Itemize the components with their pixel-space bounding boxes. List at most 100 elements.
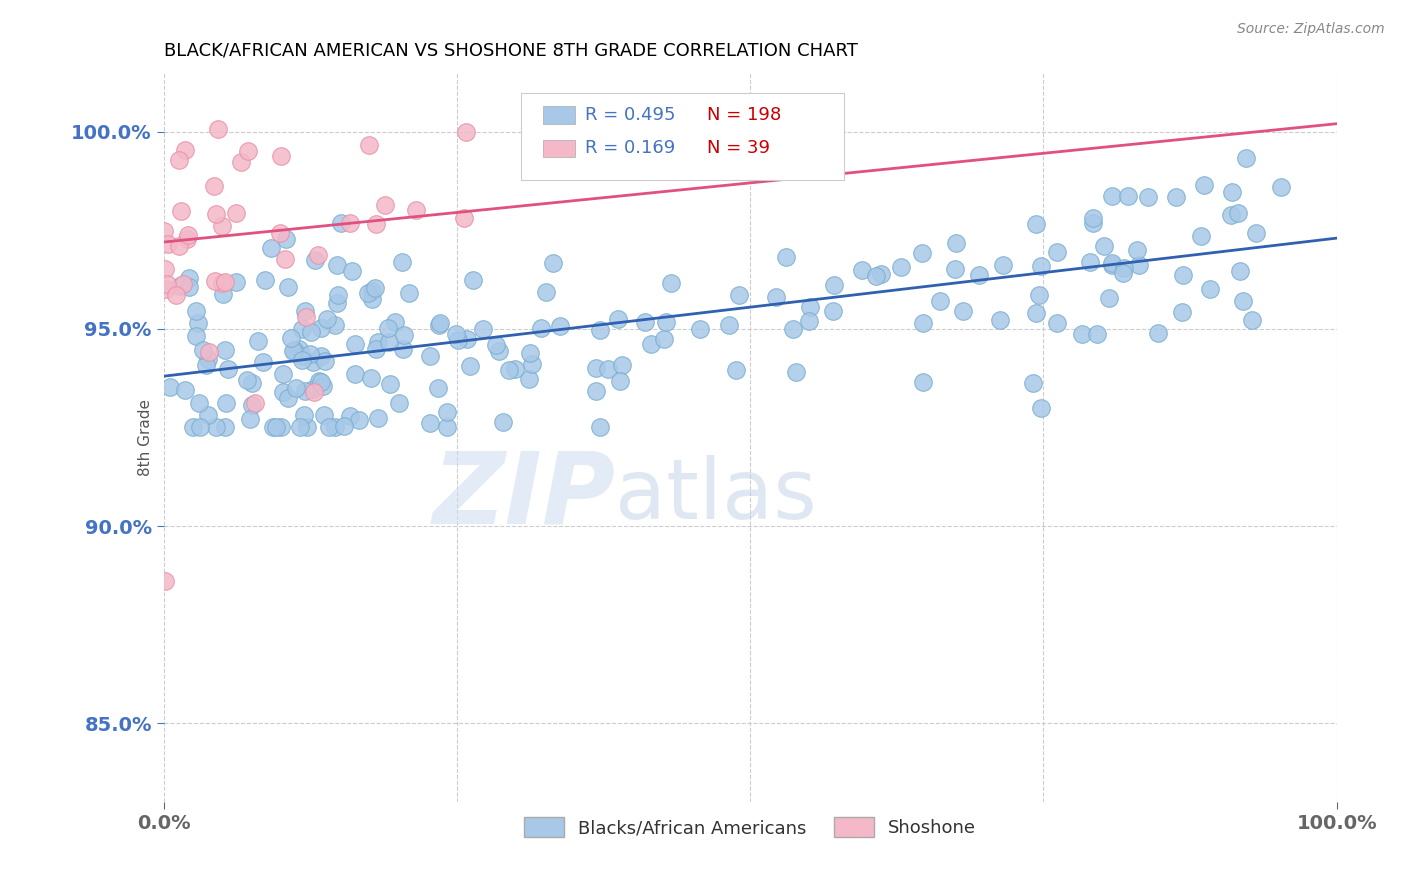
Point <box>520 357 543 371</box>
Point <box>274 252 297 266</box>
Point <box>928 293 950 308</box>
Text: N = 39: N = 39 <box>707 139 769 157</box>
Point <box>314 408 336 422</box>
Point <box>292 409 315 423</box>
Point <box>165 288 187 302</box>
Point <box>298 347 321 361</box>
Point <box>436 405 458 419</box>
Point <box>177 271 200 285</box>
Point <box>377 320 399 334</box>
Point <box>211 277 233 291</box>
Point <box>851 262 873 277</box>
Point <box>229 154 252 169</box>
Point <box>374 198 396 212</box>
Point <box>1092 238 1115 252</box>
Point <box>447 333 470 347</box>
Point <box>472 322 495 336</box>
Point <box>156 277 179 292</box>
Point <box>197 408 219 422</box>
Point <box>1028 288 1050 302</box>
Point <box>308 374 330 388</box>
Point <box>366 217 388 231</box>
Point <box>225 206 247 220</box>
Point <box>187 316 209 330</box>
Point <box>326 295 349 310</box>
Point <box>1137 189 1160 203</box>
Point <box>239 411 262 425</box>
Point <box>765 290 787 304</box>
Point <box>342 264 364 278</box>
Point <box>309 375 332 389</box>
Point <box>634 315 657 329</box>
Point <box>1025 217 1047 231</box>
Point <box>585 361 607 376</box>
Point <box>654 315 676 329</box>
Point <box>153 261 176 276</box>
Point <box>1031 401 1053 415</box>
Point <box>952 303 974 318</box>
Point <box>174 143 197 157</box>
Point <box>328 288 350 302</box>
Point <box>718 318 741 332</box>
Point <box>207 121 229 136</box>
Point <box>318 420 340 434</box>
Point <box>260 242 283 256</box>
Point <box>280 331 302 345</box>
Point <box>194 358 217 372</box>
Point <box>309 349 332 363</box>
Point <box>640 336 662 351</box>
Point <box>1081 216 1104 230</box>
Point <box>821 303 844 318</box>
Point <box>315 311 337 326</box>
Point <box>589 420 612 434</box>
Point <box>463 273 485 287</box>
Point <box>177 228 200 243</box>
Point <box>945 235 967 250</box>
Point <box>169 278 191 293</box>
Point <box>307 248 329 262</box>
Point <box>1232 294 1254 309</box>
Text: N = 198: N = 198 <box>707 106 780 124</box>
Point <box>205 207 228 221</box>
Point <box>1126 243 1149 257</box>
Point <box>314 354 336 368</box>
Point <box>367 334 389 349</box>
Point <box>1114 261 1136 276</box>
Point <box>1171 305 1194 319</box>
Point <box>153 224 176 238</box>
Text: R = 0.495: R = 0.495 <box>585 106 675 124</box>
Point <box>323 318 346 333</box>
Point <box>536 285 558 300</box>
Point <box>367 410 389 425</box>
Point <box>1171 268 1194 283</box>
Point <box>359 137 381 152</box>
FancyBboxPatch shape <box>522 93 844 180</box>
Point <box>333 419 356 434</box>
Point <box>1128 258 1150 272</box>
Point <box>270 420 292 434</box>
Point <box>191 343 214 358</box>
Point <box>988 313 1011 327</box>
Point <box>1116 189 1139 203</box>
Point <box>967 268 990 283</box>
Point <box>214 343 236 358</box>
Point <box>1046 245 1069 260</box>
Point <box>392 328 415 343</box>
Point <box>283 343 305 357</box>
Point <box>176 232 198 246</box>
Point <box>188 419 211 434</box>
Text: ZIP: ZIP <box>432 447 616 544</box>
Point <box>302 384 325 399</box>
Point <box>911 376 934 390</box>
Point <box>299 325 322 339</box>
Point <box>323 420 346 434</box>
Point <box>197 352 219 367</box>
Point <box>277 392 299 406</box>
Point <box>911 316 934 330</box>
Point <box>1244 226 1267 240</box>
Point <box>301 354 323 368</box>
Point <box>360 292 382 306</box>
Point <box>1101 258 1123 272</box>
Point <box>1078 255 1101 269</box>
Point <box>689 322 711 336</box>
